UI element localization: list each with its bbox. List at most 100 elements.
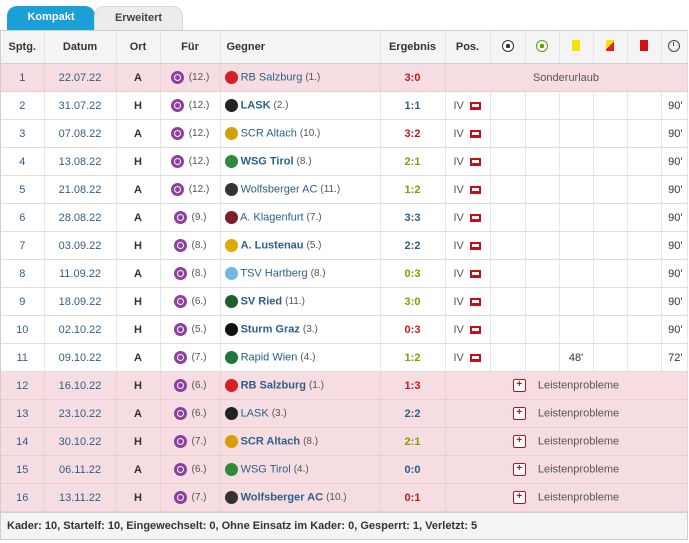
cell-ergebnis[interactable]: 0:0 [380, 455, 446, 484]
col-minutes[interactable] [661, 31, 688, 64]
cell-gegner[interactable]: SV Ried (11.) [220, 287, 381, 316]
cell-ergebnis[interactable]: 3:0 [380, 287, 446, 316]
cell-fuer[interactable]: (12.) [160, 119, 221, 148]
cell-spieltag[interactable]: 10 [1, 315, 45, 344]
cell-gegner[interactable]: Sturm Graz (3.) [220, 315, 381, 344]
cell-spieltag[interactable]: 16 [1, 483, 45, 512]
cell-fuer[interactable]: (7.) [160, 483, 221, 512]
cell-spieltag[interactable]: 6 [1, 203, 45, 232]
cell-fuer[interactable]: (8.) [160, 259, 221, 288]
match-result[interactable]: 1:3 [404, 379, 421, 392]
opponent-name[interactable]: SCR Altach [240, 127, 297, 140]
cell-gegner[interactable]: Wolfsberger AC (10.) [220, 483, 381, 512]
cell-fuer[interactable]: (12.) [160, 175, 221, 204]
cell-fuer[interactable]: (12.) [160, 91, 221, 120]
cell-ergebnis[interactable]: 2:1 [380, 147, 446, 176]
cell-ergebnis[interactable]: 1:1 [380, 91, 446, 120]
cell-spieltag[interactable]: 5 [1, 175, 45, 204]
col-spieltag[interactable]: Sptg. [1, 31, 45, 64]
match-result[interactable]: 0:0 [404, 463, 421, 476]
col-yellow-red[interactable] [593, 31, 628, 64]
cell-ergebnis[interactable]: 1:2 [380, 343, 446, 372]
col-gegner[interactable]: Gegner [220, 31, 381, 64]
cell-fuer[interactable]: (6.) [160, 287, 221, 316]
cell-ergebnis[interactable]: 3:3 [380, 203, 446, 232]
col-red[interactable] [627, 31, 662, 64]
cell-spieltag[interactable]: 8 [1, 259, 45, 288]
cell-spieltag[interactable]: 7 [1, 231, 45, 260]
opponent-name[interactable]: LASK [240, 99, 271, 112]
match-result[interactable]: 0:3 [404, 267, 421, 280]
cell-fuer[interactable]: (12.) [160, 147, 221, 176]
cell-ergebnis[interactable]: 0:3 [380, 259, 446, 288]
tab-erweitert[interactable]: Erweitert [94, 6, 183, 30]
cell-gegner[interactable]: RB Salzburg (1.) [220, 371, 381, 400]
match-result[interactable]: 3:0 [404, 71, 421, 84]
cell-ergebnis[interactable]: 3:2 [380, 119, 446, 148]
cell-spieltag[interactable]: 1 [1, 63, 45, 92]
opponent-name[interactable]: WSG Tirol [240, 155, 294, 168]
match-result[interactable]: 1:2 [404, 351, 421, 364]
cell-spieltag[interactable]: 2 [1, 91, 45, 120]
match-result[interactable]: 2:1 [404, 435, 421, 448]
cell-spieltag[interactable]: 9 [1, 287, 45, 316]
cell-spieltag[interactable]: 4 [1, 147, 45, 176]
cell-fuer[interactable]: (12.) [160, 63, 221, 92]
cell-spieltag[interactable]: 14 [1, 427, 45, 456]
cell-ergebnis[interactable]: 2:2 [380, 231, 446, 260]
tab-kompakt[interactable]: Kompakt [7, 6, 95, 30]
col-fuer[interactable]: Für [160, 31, 221, 64]
cell-fuer[interactable]: (7.) [160, 343, 221, 372]
cell-ergebnis[interactable]: 1:2 [380, 175, 446, 204]
cell-gegner[interactable]: Wolfsberger AC (11.) [220, 175, 381, 204]
cell-ergebnis[interactable]: 0:3 [380, 315, 446, 344]
cell-ergebnis[interactable]: 0:1 [380, 483, 446, 512]
match-result[interactable]: 1:2 [404, 183, 421, 196]
cell-fuer[interactable]: (9.) [160, 203, 221, 232]
opponent-name[interactable]: Wolfsberger AC [240, 491, 324, 504]
opponent-name[interactable]: A. Klagenfurt [239, 211, 304, 224]
cell-gegner[interactable]: RB Salzburg (1.) [220, 63, 381, 92]
opponent-name[interactable]: SV Ried [240, 295, 283, 308]
cell-gegner[interactable]: TSV Hartberg (8.) [220, 259, 381, 288]
match-result[interactable]: 2:2 [404, 407, 421, 420]
opponent-name[interactable]: Rapid Wien [240, 351, 298, 364]
cell-gegner[interactable]: Rapid Wien (4.) [220, 343, 381, 372]
col-assists[interactable] [525, 31, 560, 64]
match-result[interactable]: 2:2 [404, 239, 421, 252]
col-ort[interactable]: Ort [116, 31, 161, 64]
opponent-name[interactable]: RB Salzburg [240, 71, 303, 84]
opponent-name[interactable]: A. Lustenau [240, 239, 304, 252]
cell-gegner[interactable]: SCR Altach (8.) [220, 427, 381, 456]
match-result[interactable]: 3:3 [404, 211, 421, 224]
cell-gegner[interactable]: LASK (2.) [220, 91, 381, 120]
col-goals[interactable] [490, 31, 526, 64]
col-datum[interactable]: Datum [44, 31, 117, 64]
cell-gegner[interactable]: LASK (3.) [220, 399, 381, 428]
cell-gegner[interactable]: SCR Altach (10.) [220, 119, 381, 148]
cell-gegner[interactable]: A. Klagenfurt (7.) [220, 203, 381, 232]
opponent-name[interactable]: WSG Tirol [240, 463, 291, 476]
cell-ergebnis[interactable]: 2:1 [380, 427, 446, 456]
cell-gegner[interactable]: WSG Tirol (4.) [220, 455, 381, 484]
opponent-name[interactable]: Sturm Graz [240, 323, 300, 336]
opponent-name[interactable]: RB Salzburg [240, 379, 306, 392]
cell-ergebnis[interactable]: 1:3 [380, 371, 446, 400]
cell-spieltag[interactable]: 3 [1, 119, 45, 148]
match-result[interactable]: 0:3 [404, 323, 421, 336]
cell-spieltag[interactable]: 11 [1, 343, 45, 372]
opponent-name[interactable]: LASK [240, 407, 269, 420]
cell-gegner[interactable]: A. Lustenau (5.) [220, 231, 381, 260]
opponent-name[interactable]: Wolfsberger AC [240, 183, 318, 196]
cell-fuer[interactable]: (5.) [160, 315, 221, 344]
cell-fuer[interactable]: (6.) [160, 399, 221, 428]
cell-spieltag[interactable]: 15 [1, 455, 45, 484]
match-result[interactable]: 3:2 [404, 127, 421, 140]
match-result[interactable]: 3:0 [404, 295, 421, 308]
match-result[interactable]: 0:1 [404, 491, 421, 504]
match-result[interactable]: 2:1 [404, 155, 421, 168]
cell-fuer[interactable]: (6.) [160, 455, 221, 484]
cell-gegner[interactable]: WSG Tirol (8.) [220, 147, 381, 176]
cell-fuer[interactable]: (7.) [160, 427, 221, 456]
cell-ergebnis[interactable]: 2:2 [380, 399, 446, 428]
